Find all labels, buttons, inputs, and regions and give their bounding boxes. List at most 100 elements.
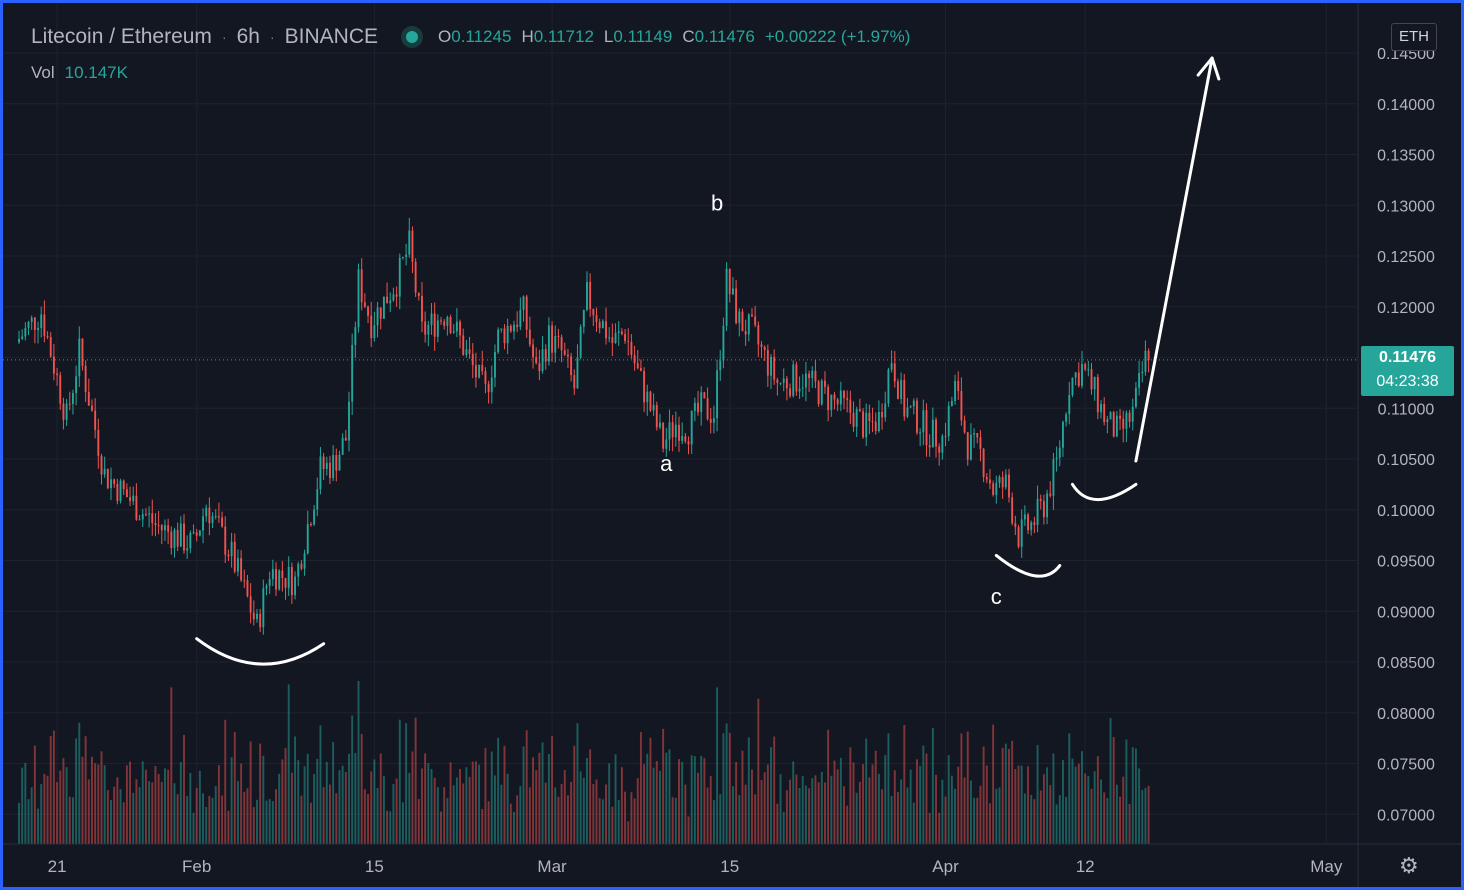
annotations: a b c bbox=[195, 56, 1221, 666]
candle-body bbox=[560, 337, 563, 351]
candle-body bbox=[513, 324, 515, 332]
volume-bar bbox=[455, 777, 458, 844]
candle-body bbox=[500, 328, 503, 330]
volume-bar bbox=[1065, 796, 1068, 844]
volume-bar bbox=[490, 751, 493, 844]
interval-label[interactable]: 6h bbox=[236, 25, 260, 48]
volume-bar bbox=[468, 776, 471, 844]
candle-body bbox=[532, 344, 534, 358]
candle-body bbox=[300, 563, 303, 569]
volume-bar bbox=[113, 786, 116, 844]
volume-bar bbox=[446, 798, 449, 844]
candle-body bbox=[992, 483, 995, 495]
candle-body bbox=[233, 541, 236, 572]
candle-body bbox=[490, 377, 493, 393]
currency-button[interactable]: ETH bbox=[1391, 23, 1437, 51]
price-axis[interactable]: 0.145000.140000.135000.130000.125000.120… bbox=[1377, 46, 1435, 824]
candle-body bbox=[754, 316, 757, 326]
candle-body bbox=[433, 313, 436, 337]
candle-body bbox=[779, 382, 782, 384]
candle-body bbox=[440, 320, 442, 322]
price-chart[interactable]: 0.145000.140000.135000.130000.125000.120… bbox=[3, 3, 1461, 887]
candle-body bbox=[668, 422, 671, 440]
candle-body bbox=[1004, 474, 1007, 488]
volume-bar bbox=[586, 757, 588, 844]
candle-body bbox=[1039, 498, 1042, 501]
candle-body bbox=[808, 373, 811, 379]
volume-bar bbox=[179, 762, 182, 844]
candle-body bbox=[858, 409, 861, 412]
volume-bar bbox=[344, 772, 347, 844]
candle-body bbox=[1055, 457, 1058, 460]
gear-icon[interactable]: ⚙ bbox=[1399, 853, 1419, 878]
candle-body bbox=[871, 421, 874, 423]
volume-bar bbox=[611, 806, 614, 844]
volume-bar bbox=[674, 797, 677, 844]
candle-body bbox=[687, 441, 690, 445]
volume-bar bbox=[551, 736, 554, 844]
candle-body bbox=[703, 392, 706, 399]
volume-bar bbox=[1138, 768, 1141, 844]
candle-body bbox=[690, 410, 693, 445]
candle-body bbox=[471, 353, 474, 366]
volume-bar bbox=[1141, 789, 1144, 844]
volume-label[interactable]: Vol bbox=[31, 63, 55, 82]
candle-body bbox=[224, 526, 227, 555]
volume-bar bbox=[322, 787, 325, 844]
volume-bar bbox=[862, 764, 864, 844]
volume-bar bbox=[598, 798, 601, 844]
volume-bar bbox=[703, 758, 706, 844]
candle-body bbox=[738, 311, 741, 324]
candle-body bbox=[230, 541, 233, 557]
volume-bar bbox=[30, 787, 33, 844]
candle-body bbox=[1119, 415, 1122, 419]
candle-body bbox=[712, 418, 715, 423]
candle-body bbox=[392, 294, 395, 301]
candle-body bbox=[792, 364, 795, 396]
candle-body bbox=[1125, 412, 1128, 429]
volume-bar bbox=[709, 775, 712, 844]
volume-bar bbox=[770, 747, 772, 844]
candle-body bbox=[950, 401, 953, 406]
volume-bar bbox=[33, 745, 36, 844]
candle-body bbox=[843, 390, 845, 399]
candle-body bbox=[21, 336, 24, 339]
volume-bar bbox=[998, 787, 1001, 844]
candle-body bbox=[306, 524, 309, 554]
candle-body bbox=[1008, 474, 1010, 498]
candle-body bbox=[446, 317, 449, 326]
price-tick-label: 0.13000 bbox=[1377, 198, 1435, 215]
candle-body bbox=[132, 495, 135, 502]
candlesticks bbox=[18, 217, 1150, 635]
volume-bar bbox=[125, 765, 128, 844]
volume-bar bbox=[1100, 779, 1102, 844]
time-tick-label: May bbox=[1310, 857, 1343, 876]
candle-body bbox=[138, 519, 141, 521]
candle-body bbox=[900, 379, 903, 399]
symbol-name[interactable]: Litecoin / Ethereum bbox=[31, 25, 212, 48]
time-axis[interactable]: 21 Feb 15 Mar 15 Apr 12 May bbox=[48, 857, 1343, 876]
volume-bar bbox=[782, 811, 785, 844]
candle-body bbox=[525, 296, 528, 330]
volume-bar bbox=[944, 796, 947, 844]
volume-bar bbox=[376, 787, 379, 844]
candle-body bbox=[198, 530, 201, 536]
candle-body bbox=[309, 524, 312, 526]
volume-bar bbox=[690, 755, 693, 844]
candle-body bbox=[665, 439, 668, 449]
volume-bar bbox=[21, 767, 24, 844]
candle-body bbox=[202, 516, 204, 531]
candle-body bbox=[582, 309, 585, 327]
volume-bar bbox=[316, 758, 319, 844]
candle-body bbox=[954, 381, 957, 402]
volume-bar bbox=[230, 757, 233, 844]
volume-bar bbox=[678, 759, 680, 844]
volume-bar bbox=[414, 717, 417, 844]
volume-bar bbox=[808, 788, 811, 844]
time-tick-label: Apr bbox=[932, 857, 959, 876]
volume-bar bbox=[49, 735, 52, 844]
volume-bar bbox=[227, 810, 230, 844]
open-value: 0.11245 bbox=[451, 27, 512, 46]
candle-body bbox=[414, 261, 417, 293]
